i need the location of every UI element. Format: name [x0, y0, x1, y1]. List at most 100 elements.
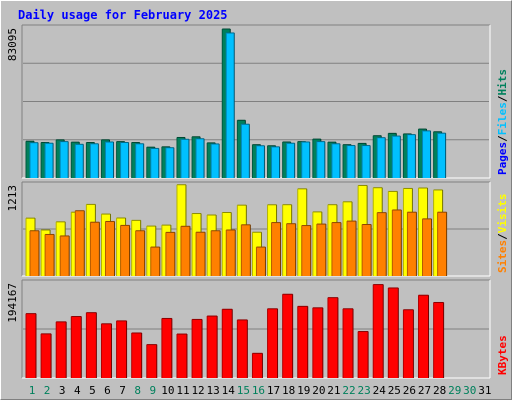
bar-files-day-12: [196, 138, 205, 178]
bar-files-day-14: [226, 32, 235, 179]
bar-files-day-6: [105, 141, 114, 178]
day-label-1: 1: [29, 384, 36, 397]
bar-kbytes-day-24: [373, 284, 384, 378]
bar-kbytes-day-13: [207, 316, 218, 378]
bar-files-day-5: [90, 143, 99, 178]
bar-kbytes-day-16: [252, 353, 263, 378]
bar-files-day-2: [45, 143, 54, 178]
bar-sites-day-14: [226, 229, 236, 276]
chart-title: Daily usage for February 2025: [18, 8, 228, 22]
bar-sites-day-7: [120, 225, 130, 276]
bar-files-day-27: [422, 130, 431, 178]
day-label-5: 5: [89, 384, 96, 397]
day-label-16: 16: [252, 384, 265, 397]
bar-kbytes-day-21: [327, 297, 338, 378]
bar-kbytes-day-17: [267, 308, 278, 378]
day-label-14: 14: [222, 384, 236, 397]
bar-files-day-19: [301, 141, 310, 178]
day-label-6: 6: [104, 384, 111, 397]
bar-kbytes-day-20: [312, 307, 323, 378]
bar-files-day-18: [286, 143, 295, 178]
bar-sites-day-6: [105, 221, 115, 276]
panels: 83095 Pages/Files/Hits 1213 Sites/Visits 194…: [6, 24, 509, 379]
bar-files-day-3: [60, 141, 69, 178]
bar-files-day-17: [271, 146, 280, 178]
bar-files-day-25: [392, 136, 401, 178]
bar-kbytes-day-18: [282, 294, 293, 378]
bar-sites-day-3: [60, 235, 70, 276]
bar-kbytes-day-28: [433, 302, 444, 378]
day-label-20: 20: [312, 384, 325, 397]
bar-files-day-8: [135, 143, 144, 178]
day-label-27: 27: [418, 384, 431, 397]
bar-sites-day-24: [377, 212, 387, 276]
bar-files-day-16: [256, 145, 265, 178]
series-label: KBytes: [496, 335, 509, 375]
day-label-7: 7: [119, 384, 126, 397]
bar-sites-day-28: [437, 212, 447, 276]
day-label-23: 23: [358, 384, 371, 397]
bar-files-day-4: [75, 144, 84, 178]
panel-3: 194167 KBytes: [6, 279, 509, 379]
day-label-24: 24: [373, 384, 387, 397]
bar-files-day-20: [316, 141, 325, 178]
day-label-28: 28: [433, 384, 446, 397]
bar-kbytes-day-26: [403, 309, 414, 378]
day-label-18: 18: [282, 384, 295, 397]
bar-sites-day-21: [331, 222, 341, 276]
bar-sites-day-26: [407, 212, 417, 276]
bar-files-day-7: [120, 142, 129, 178]
series-label: Sites/Visits: [496, 194, 509, 274]
bar-sites-day-16: [256, 247, 266, 276]
bar-kbytes-day-27: [418, 295, 429, 378]
day-labels: 1 2 3 4 5 6 7 8 9 10 11 12 13 14 15 16 17 18 19 20 21 22 23 24 2…: [29, 384, 492, 397]
bar-kbytes-day-11: [176, 334, 187, 378]
bar-files-day-23: [362, 145, 371, 178]
bar-files-day-10: [165, 147, 174, 178]
day-label-22: 22: [342, 384, 355, 397]
bar-sites-day-10: [165, 232, 175, 276]
bar-files-day-9: [150, 148, 159, 178]
y-max-label: 194167: [6, 283, 19, 323]
bar-kbytes-day-2: [41, 333, 52, 378]
bar-kbytes-day-1: [26, 313, 36, 378]
bar-files-day-1: [30, 142, 38, 178]
day-label-10: 10: [161, 384, 174, 397]
bar-kbytes-day-3: [56, 321, 67, 378]
bar-files-day-26: [407, 134, 416, 178]
bar-sites-day-12: [196, 232, 206, 276]
series-label: Pages/Files/Hits: [496, 69, 509, 175]
bar-sites-day-11: [180, 226, 190, 276]
day-label-31: 31: [478, 384, 491, 397]
day-label-29: 29: [448, 384, 461, 397]
bar-files-day-28: [437, 133, 446, 178]
bar-sites-day-18: [286, 223, 296, 276]
bar-kbytes-day-7: [116, 320, 127, 378]
bar-sites-day-4: [75, 210, 85, 276]
bar-kbytes-day-8: [131, 332, 142, 378]
bar-sites-day-5: [90, 222, 100, 276]
bar-kbytes-day-10: [161, 318, 172, 378]
bar-kbytes-day-19: [297, 306, 308, 378]
day-label-21: 21: [327, 384, 340, 397]
bar-kbytes-day-4: [71, 316, 82, 378]
bar-files-day-22: [347, 145, 356, 178]
bar-sites-day-17: [271, 222, 281, 276]
panel-2: 1213 Sites/Visits: [6, 181, 509, 277]
bar-kbytes-day-6: [101, 323, 112, 378]
bar-kbytes-day-15: [237, 319, 248, 378]
day-label-30: 30: [463, 384, 476, 397]
panel-1: 83095 Pages/Files/Hits: [6, 24, 509, 179]
day-label-26: 26: [403, 384, 416, 397]
bar-files-day-21: [331, 143, 340, 178]
bar-kbytes-day-12: [192, 319, 203, 378]
day-label-11: 11: [176, 384, 189, 397]
bar-kbytes-day-9: [146, 344, 157, 378]
y-max-label: 83095: [6, 28, 19, 61]
bar-files-day-24: [377, 137, 386, 178]
day-label-8: 8: [134, 384, 141, 397]
bar-kbytes-day-25: [388, 287, 399, 378]
bar-sites-day-2: [45, 234, 55, 276]
bar-kbytes-day-14: [222, 309, 233, 378]
